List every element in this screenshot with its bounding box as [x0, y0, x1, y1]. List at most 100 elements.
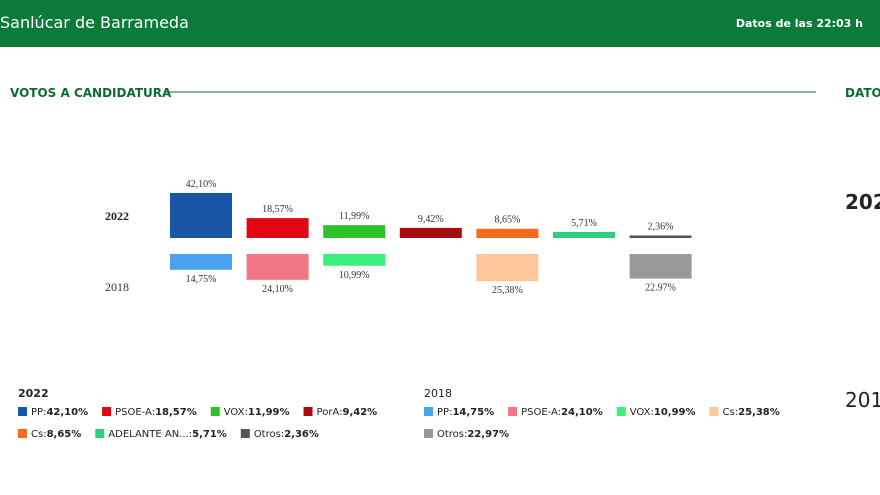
year-label: 2018 — [105, 280, 129, 294]
bar — [553, 231, 615, 238]
legend-swatch — [508, 407, 518, 416]
side-label: 201 — [845, 388, 880, 412]
legend-value: 10,99% — [654, 407, 696, 418]
section-title: VOTOS A CANDIDATURA — [10, 86, 172, 100]
legend-item: Cs:25,38% — [709, 407, 780, 418]
legend-item: PP:14,75% — [424, 407, 494, 418]
legend-swatch — [102, 407, 112, 416]
legend-item: PP:42,10% — [18, 407, 88, 418]
bar — [170, 254, 232, 270]
bar — [629, 254, 692, 279]
bar — [246, 254, 309, 280]
value-label: 9,42% — [418, 214, 444, 225]
legend-separator: : — [189, 429, 192, 440]
legend-item: PSOE-A:24,10% — [508, 407, 603, 418]
legend-name: PSOE-A — [521, 407, 558, 418]
legend-value: 14,75% — [452, 407, 494, 418]
legend-item: PSOE-A:18,57% — [102, 407, 197, 418]
bar — [399, 227, 462, 238]
value-label: 2,36% — [648, 221, 674, 232]
legend-value: 25,38% — [738, 407, 780, 418]
legend-value: 8,65% — [47, 429, 82, 440]
legend-separator: : — [651, 407, 654, 418]
value-label: 25,38% — [492, 285, 523, 296]
legend-label: Cs:25,38% — [723, 407, 780, 418]
value-label: 5,71% — [571, 218, 597, 229]
header-timestamp: Datos de las 22:03 h — [736, 17, 863, 30]
value-label: 11,99% — [339, 211, 369, 222]
legend-item: ADELANTE AN...:5,71% — [95, 429, 227, 440]
legend-separator: : — [558, 407, 561, 418]
bar — [476, 254, 539, 282]
legend-value: 11,99% — [248, 407, 290, 418]
legend-name: Cs — [723, 407, 735, 418]
header-title: Sanlúcar de Barrameda — [0, 13, 189, 32]
legend-title: 2022 — [18, 387, 49, 400]
legend-item: PorA:9,42% — [303, 407, 378, 418]
value-label: 22.97% — [645, 283, 676, 294]
legend-separator: : — [245, 407, 248, 418]
value-label: 42,10% — [186, 179, 217, 190]
bar — [476, 228, 539, 238]
value-label: 18,57% — [262, 204, 293, 215]
legend-name: PSOE-A — [115, 407, 152, 418]
legend-swatch — [18, 429, 27, 438]
legend-name: VOX — [630, 407, 651, 418]
legend-title: 2018 — [424, 387, 452, 400]
legend-value: 18,57% — [155, 407, 197, 418]
bar — [246, 218, 309, 238]
legend-swatch — [424, 407, 433, 416]
legend-separator: : — [43, 429, 46, 440]
legend-label: Cs:8,65% — [31, 429, 81, 440]
legend-name: ADELANTE AN... — [108, 429, 188, 440]
legend-label: ADELANTE AN...:5,71% — [108, 429, 227, 440]
legend-label: PP:14,75% — [437, 407, 494, 418]
legend-name: Otros — [254, 429, 281, 440]
legend-label: Otros:2,36% — [254, 429, 319, 440]
legend-item: Otros:22,97% — [424, 429, 509, 440]
legend-name: VOX — [224, 407, 245, 418]
legend-separator: : — [449, 407, 452, 418]
legend-item: Cs:8,65% — [18, 429, 81, 440]
legend-item: VOX:10,99% — [616, 407, 696, 418]
legend-value: 9,42% — [342, 407, 377, 418]
bar — [323, 225, 386, 238]
legend-label: PorA:9,42% — [317, 407, 378, 418]
header-bar — [0, 0, 880, 47]
value-label: 14,75% — [186, 274, 217, 285]
legend-label: Otros:22,97% — [437, 429, 509, 440]
legend-name: Cs — [31, 429, 43, 440]
value-label: 24,10% — [262, 284, 293, 295]
legend-value: 22,97% — [467, 429, 509, 440]
legend-swatch — [210, 407, 220, 416]
bar — [323, 254, 386, 266]
value-label: 8,65% — [494, 215, 520, 226]
side-title: DATO — [845, 86, 880, 100]
legend-label: PSOE-A:24,10% — [521, 407, 603, 418]
legend-swatch — [709, 407, 719, 416]
legend-swatch — [95, 429, 105, 438]
legend-separator: : — [43, 407, 46, 418]
legend-swatch — [616, 407, 626, 416]
legend-name: PP — [437, 407, 449, 418]
legend-separator: : — [464, 429, 467, 440]
legend-item: Otros:2,36% — [240, 429, 319, 440]
side-label: 202 — [845, 190, 880, 214]
legend-value: 2,36% — [284, 429, 319, 440]
legend-label: PSOE-A:18,57% — [115, 407, 197, 418]
legend-swatch — [303, 407, 313, 416]
bar — [170, 192, 232, 238]
legend-separator: : — [281, 429, 284, 440]
legend-value: 5,71% — [192, 429, 227, 440]
legend-label: PP:42,10% — [31, 407, 88, 418]
legend-name: PP — [31, 407, 43, 418]
bar — [629, 235, 692, 238]
legend-item: VOX:11,99% — [210, 407, 290, 418]
legend-value: 24,10% — [561, 407, 603, 418]
legend-name: Otros — [437, 429, 464, 440]
legend-name: PorA — [317, 407, 340, 418]
legend-separator: : — [339, 407, 342, 418]
legend-separator: : — [152, 407, 155, 418]
legend-swatch — [240, 429, 250, 438]
